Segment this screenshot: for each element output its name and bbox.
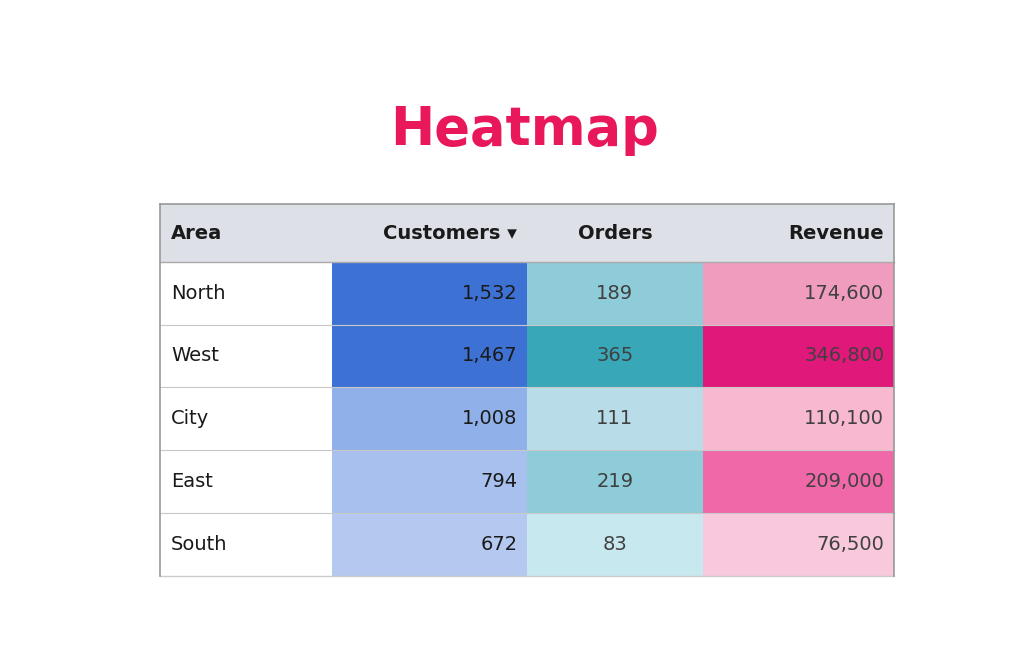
Text: North: North [171, 283, 225, 303]
Text: 794: 794 [480, 472, 517, 491]
Text: 346,800: 346,800 [804, 346, 885, 365]
Text: 219: 219 [596, 472, 634, 491]
Text: 83: 83 [602, 535, 628, 554]
Text: 1,008: 1,008 [462, 409, 517, 428]
Text: 672: 672 [480, 535, 517, 554]
Text: Customers ▾: Customers ▾ [383, 224, 517, 243]
Text: 209,000: 209,000 [805, 472, 885, 491]
Text: 111: 111 [596, 409, 634, 428]
Text: 189: 189 [596, 283, 634, 303]
Text: 110,100: 110,100 [804, 409, 885, 428]
Text: 1,467: 1,467 [462, 346, 517, 365]
Text: West: West [171, 346, 219, 365]
Text: 174,600: 174,600 [804, 283, 885, 303]
Text: 365: 365 [596, 346, 634, 365]
Text: Area: Area [171, 224, 222, 243]
Text: East: East [171, 472, 213, 491]
Text: South: South [171, 535, 227, 554]
Text: 1,532: 1,532 [462, 283, 517, 303]
Text: Revenue: Revenue [788, 224, 885, 243]
Text: 76,500: 76,500 [816, 535, 885, 554]
Text: City: City [171, 409, 209, 428]
Text: Orders: Orders [578, 224, 652, 243]
Text: Heatmap: Heatmap [390, 104, 659, 155]
